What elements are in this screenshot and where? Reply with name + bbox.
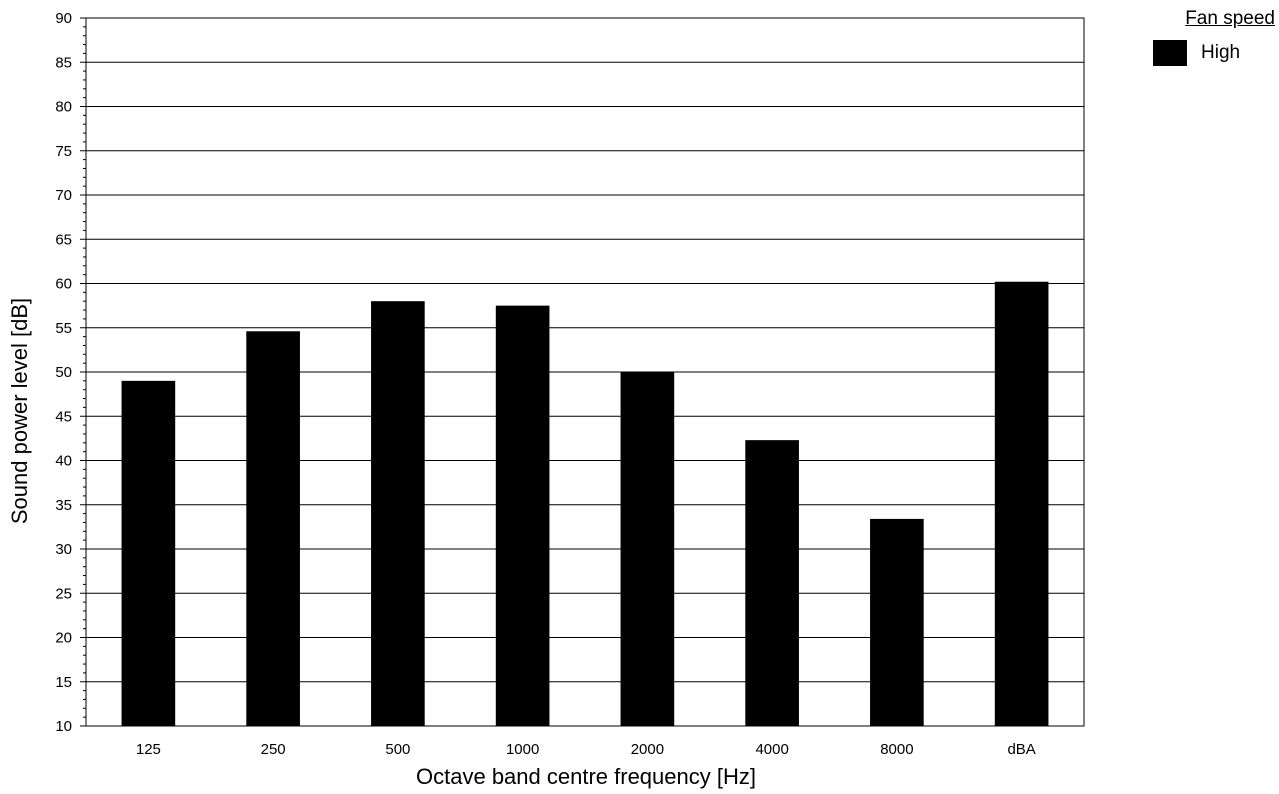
y-tick-label: 80	[55, 99, 72, 116]
x-tick-labels: 125 250 500 1000 2000 4000 8000 dBA	[136, 741, 1036, 758]
y-tick-label: 55	[55, 320, 72, 337]
legend: Fan speed High	[1150, 8, 1275, 66]
bar-dba	[994, 281, 1049, 726]
gridlines	[86, 17, 1084, 683]
y-tick-label: 30	[55, 541, 72, 558]
y-tick-label: 20	[55, 630, 72, 647]
y-tick-label: 35	[55, 497, 72, 514]
bars	[121, 281, 1049, 726]
bar-8000	[870, 518, 924, 726]
legend-item-high: High	[1153, 40, 1275, 66]
x-tick-label: 250	[261, 741, 286, 758]
y-tick-label: 40	[55, 453, 72, 470]
y-tick-label: 25	[55, 585, 72, 602]
y-tick-labels: 10 15 20 25 30 35 40 45 50 55 60 65 70 75 80 85 90	[55, 10, 72, 735]
y-tick-label: 10	[55, 718, 72, 735]
y-tick-label: 85	[55, 54, 72, 71]
y-tick-label: 60	[55, 276, 72, 293]
bar-250	[246, 331, 300, 726]
y-tick-label: 65	[55, 231, 72, 248]
x-tick-label: 8000	[880, 741, 913, 758]
legend-label: High	[1201, 42, 1241, 63]
legend-title: Fan speed	[1185, 8, 1275, 29]
y-tick-label: 45	[55, 408, 72, 425]
x-tick-label: dBA	[1007, 741, 1035, 758]
x-tick-label: 4000	[755, 741, 788, 758]
bar-1000	[495, 305, 550, 726]
y-tick-label: 15	[55, 674, 72, 691]
plot-border	[85, 17, 1085, 727]
x-tick-label: 500	[385, 741, 410, 758]
bar-500	[371, 301, 425, 726]
y-tick-label: 70	[55, 187, 72, 204]
y-tick-label: 90	[55, 10, 72, 27]
x-tick-label: 1000	[506, 741, 539, 758]
bar-125	[121, 380, 176, 726]
legend-swatch	[1153, 40, 1187, 66]
bar-4000	[745, 440, 799, 726]
bar-2000	[620, 372, 675, 726]
y-tick-label: 50	[55, 364, 72, 381]
x-axis-title: Octave band centre frequency [Hz]	[416, 764, 756, 789]
axes	[80, 17, 1085, 727]
y-axis-title: Sound power level [dB]	[7, 298, 32, 524]
x-tick-label: 125	[136, 741, 161, 758]
y-tick-label: 75	[55, 143, 72, 160]
x-tick-label: 2000	[631, 741, 664, 758]
